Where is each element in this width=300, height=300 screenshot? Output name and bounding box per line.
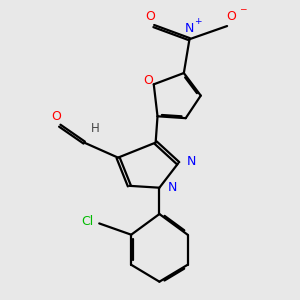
Text: −: − <box>239 4 247 13</box>
Text: Cl: Cl <box>81 215 94 228</box>
Text: N: N <box>185 22 194 35</box>
Text: H: H <box>91 122 100 135</box>
Text: N: N <box>187 155 196 168</box>
Text: +: + <box>194 17 202 26</box>
Text: O: O <box>145 10 155 23</box>
Text: O: O <box>143 74 153 87</box>
Text: N: N <box>168 181 177 194</box>
Text: O: O <box>226 10 236 23</box>
Text: O: O <box>51 110 61 123</box>
